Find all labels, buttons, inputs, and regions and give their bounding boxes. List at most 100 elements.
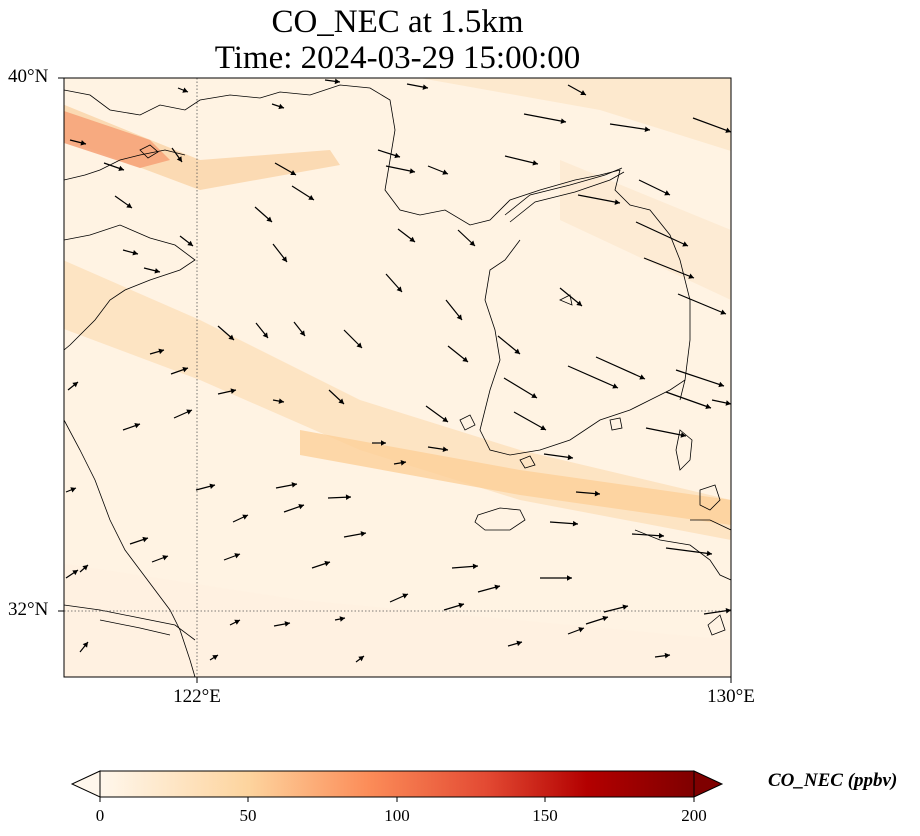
concentration-field xyxy=(64,78,731,677)
wind-vector xyxy=(645,427,687,437)
wind-vector xyxy=(638,179,671,196)
gridlines xyxy=(64,78,731,677)
coastlines xyxy=(64,84,731,677)
wind-vector-head xyxy=(134,423,140,429)
wind-vector xyxy=(504,155,539,165)
wind-vector-head xyxy=(142,536,148,543)
wind-vector-head xyxy=(456,314,462,320)
wind-vector-head xyxy=(132,250,138,256)
wind-vector-head xyxy=(680,432,686,438)
wind-vector-head xyxy=(262,332,268,338)
lat-tick-label-40n: 40°N xyxy=(8,66,49,87)
wind-vector-head xyxy=(622,604,628,610)
wind-vector-head xyxy=(338,398,344,404)
wind-vector xyxy=(675,369,725,387)
colorbar-tick-100: 100 xyxy=(384,806,410,825)
wind-vector-head xyxy=(158,348,164,355)
wind-vector xyxy=(692,117,731,133)
wind-vector-head xyxy=(494,584,500,591)
wind-vector-head xyxy=(422,84,428,90)
wind-vector-head xyxy=(70,487,76,493)
wind-vector-head xyxy=(126,202,132,208)
colorbar xyxy=(70,770,724,802)
plume-band-upper-right xyxy=(420,78,731,151)
wind-vector-head xyxy=(182,87,188,93)
wind-vector-head xyxy=(278,398,284,404)
wind-vector-head xyxy=(360,531,366,537)
wind-vector-head xyxy=(567,575,572,581)
lon-tick-label-130e: 130°E xyxy=(707,686,755,707)
wind-vector-head xyxy=(345,494,351,501)
wind-vector-head xyxy=(396,286,402,292)
wind-vector-head xyxy=(324,560,330,567)
plot-title: CO_NEC at 1.5km xyxy=(271,4,524,40)
wind-vector-head xyxy=(394,152,400,159)
wind-vector-head xyxy=(118,165,124,171)
wind-vector xyxy=(665,391,712,409)
wind-vector-head xyxy=(458,602,464,609)
colorbar-tick-200: 200 xyxy=(681,806,707,825)
wind-vector-head xyxy=(358,656,364,662)
wind-vector-head xyxy=(639,374,645,380)
wind-vector-head xyxy=(602,615,608,622)
wind-vector xyxy=(523,113,567,123)
wind-vector-head xyxy=(580,90,586,96)
wind-vector-head xyxy=(400,460,406,466)
lat-tick-label-32n: 32°N xyxy=(8,599,49,620)
colorbar-label: CO_NEC (ppbv) xyxy=(768,770,898,791)
wind-vector-head xyxy=(182,367,188,373)
wind-vector xyxy=(677,293,727,315)
wind-vector-head xyxy=(658,532,664,539)
wind-vector-head xyxy=(284,621,290,627)
wind-vector-head xyxy=(72,382,78,388)
wind-vector-head xyxy=(278,103,284,110)
colorbar-tick-150: 150 xyxy=(532,806,558,825)
wind-vector xyxy=(635,221,689,247)
wind-vector xyxy=(503,377,538,399)
wind-vector xyxy=(609,123,651,131)
wind-vector-head xyxy=(299,330,305,336)
wind-vector-head xyxy=(381,440,386,446)
wind-vector-head xyxy=(187,240,193,246)
wind-vector xyxy=(595,356,646,380)
wind-vector xyxy=(665,547,713,555)
wind-vector-head xyxy=(402,593,408,599)
wind-vector-head xyxy=(594,490,600,497)
lon-tick-label-122e: 122°E xyxy=(173,686,221,707)
wind-vector-head xyxy=(705,403,711,409)
wind-vector-head xyxy=(209,483,215,489)
plume-band-east xyxy=(560,160,731,300)
wind-vector-head xyxy=(725,127,731,133)
wind-vector-head xyxy=(644,126,650,133)
wind-vector-head xyxy=(186,409,192,415)
wind-vector-head xyxy=(462,356,468,362)
colorbar-tick-0: 0 xyxy=(95,806,105,825)
wind-vector-head xyxy=(682,241,688,247)
wind-vector-head xyxy=(442,416,448,422)
wind-vector-head xyxy=(72,570,78,576)
plume-band-south xyxy=(300,430,731,525)
colorbar-min-extension xyxy=(70,770,101,798)
wind-vector-head xyxy=(234,619,240,625)
wind-vector-head xyxy=(614,199,620,205)
wind-vector xyxy=(631,533,665,537)
map-frame xyxy=(63,77,732,678)
plume-band-northwest xyxy=(64,104,340,190)
wind-vector-head xyxy=(514,348,520,354)
plot-subtitle-time: Time: 2024-03-29 15:00:00 xyxy=(214,40,581,76)
wind-vector-head xyxy=(688,273,694,279)
wind-vector-head xyxy=(334,78,340,85)
wind-vector-head xyxy=(281,256,287,262)
wind-vector-head xyxy=(266,216,272,222)
wind-vector-head xyxy=(230,388,236,394)
wind-vector-head xyxy=(516,640,522,647)
wind-vector-head xyxy=(560,118,566,124)
wind-vector-head xyxy=(469,240,475,246)
wind-vector-head xyxy=(339,616,345,622)
wind-vector-head xyxy=(234,553,240,559)
colorbar-max-extension xyxy=(693,770,724,798)
wind-vector-head xyxy=(442,169,448,175)
wind-vector xyxy=(577,194,621,204)
wind-vector-head xyxy=(442,446,448,453)
